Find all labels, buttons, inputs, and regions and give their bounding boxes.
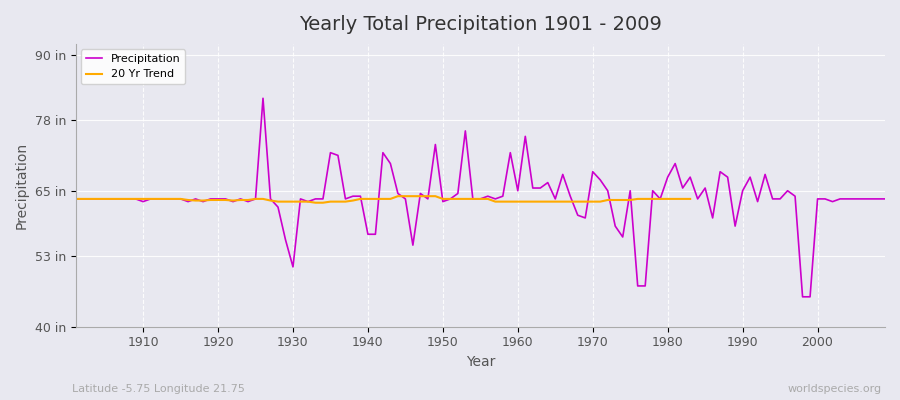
- Precipitation: [347, 194, 358, 198]
- Text: Latitude -5.75 Longitude 21.75: Latitude -5.75 Longitude 21.75: [72, 384, 245, 394]
- 20 Yr Trend: [453, 196, 464, 201]
- 20 Yr Trend: [198, 198, 209, 203]
- 20 Yr Trend: [310, 200, 321, 205]
- Precipitation: [512, 188, 523, 193]
- Legend: Precipitation, 20 Yr Trend: Precipitation, 20 Yr Trend: [81, 50, 185, 84]
- Text: worldspecies.org: worldspecies.org: [788, 384, 882, 394]
- Precipitation: [302, 199, 313, 204]
- X-axis label: Year: Year: [465, 355, 495, 369]
- Precipitation: [520, 134, 531, 139]
- 20 Yr Trend: [70, 196, 81, 201]
- Precipitation: [70, 196, 81, 201]
- Line: 20 Yr Trend: 20 Yr Trend: [76, 196, 690, 203]
- 20 Yr Trend: [565, 199, 576, 204]
- Precipitation: [797, 294, 808, 299]
- Precipitation: [879, 196, 890, 201]
- 20 Yr Trend: [160, 196, 171, 201]
- Title: Yearly Total Precipitation 1901 - 2009: Yearly Total Precipitation 1901 - 2009: [299, 15, 662, 34]
- Line: Precipitation: Precipitation: [76, 98, 885, 297]
- Precipitation: [257, 96, 268, 101]
- Precipitation: [610, 224, 621, 228]
- 20 Yr Trend: [527, 199, 538, 204]
- 20 Yr Trend: [685, 196, 696, 201]
- Y-axis label: Precipitation: Precipitation: [15, 142, 29, 229]
- 20 Yr Trend: [108, 196, 119, 201]
- Precipitation: [130, 196, 141, 201]
- 20 Yr Trend: [392, 194, 403, 198]
